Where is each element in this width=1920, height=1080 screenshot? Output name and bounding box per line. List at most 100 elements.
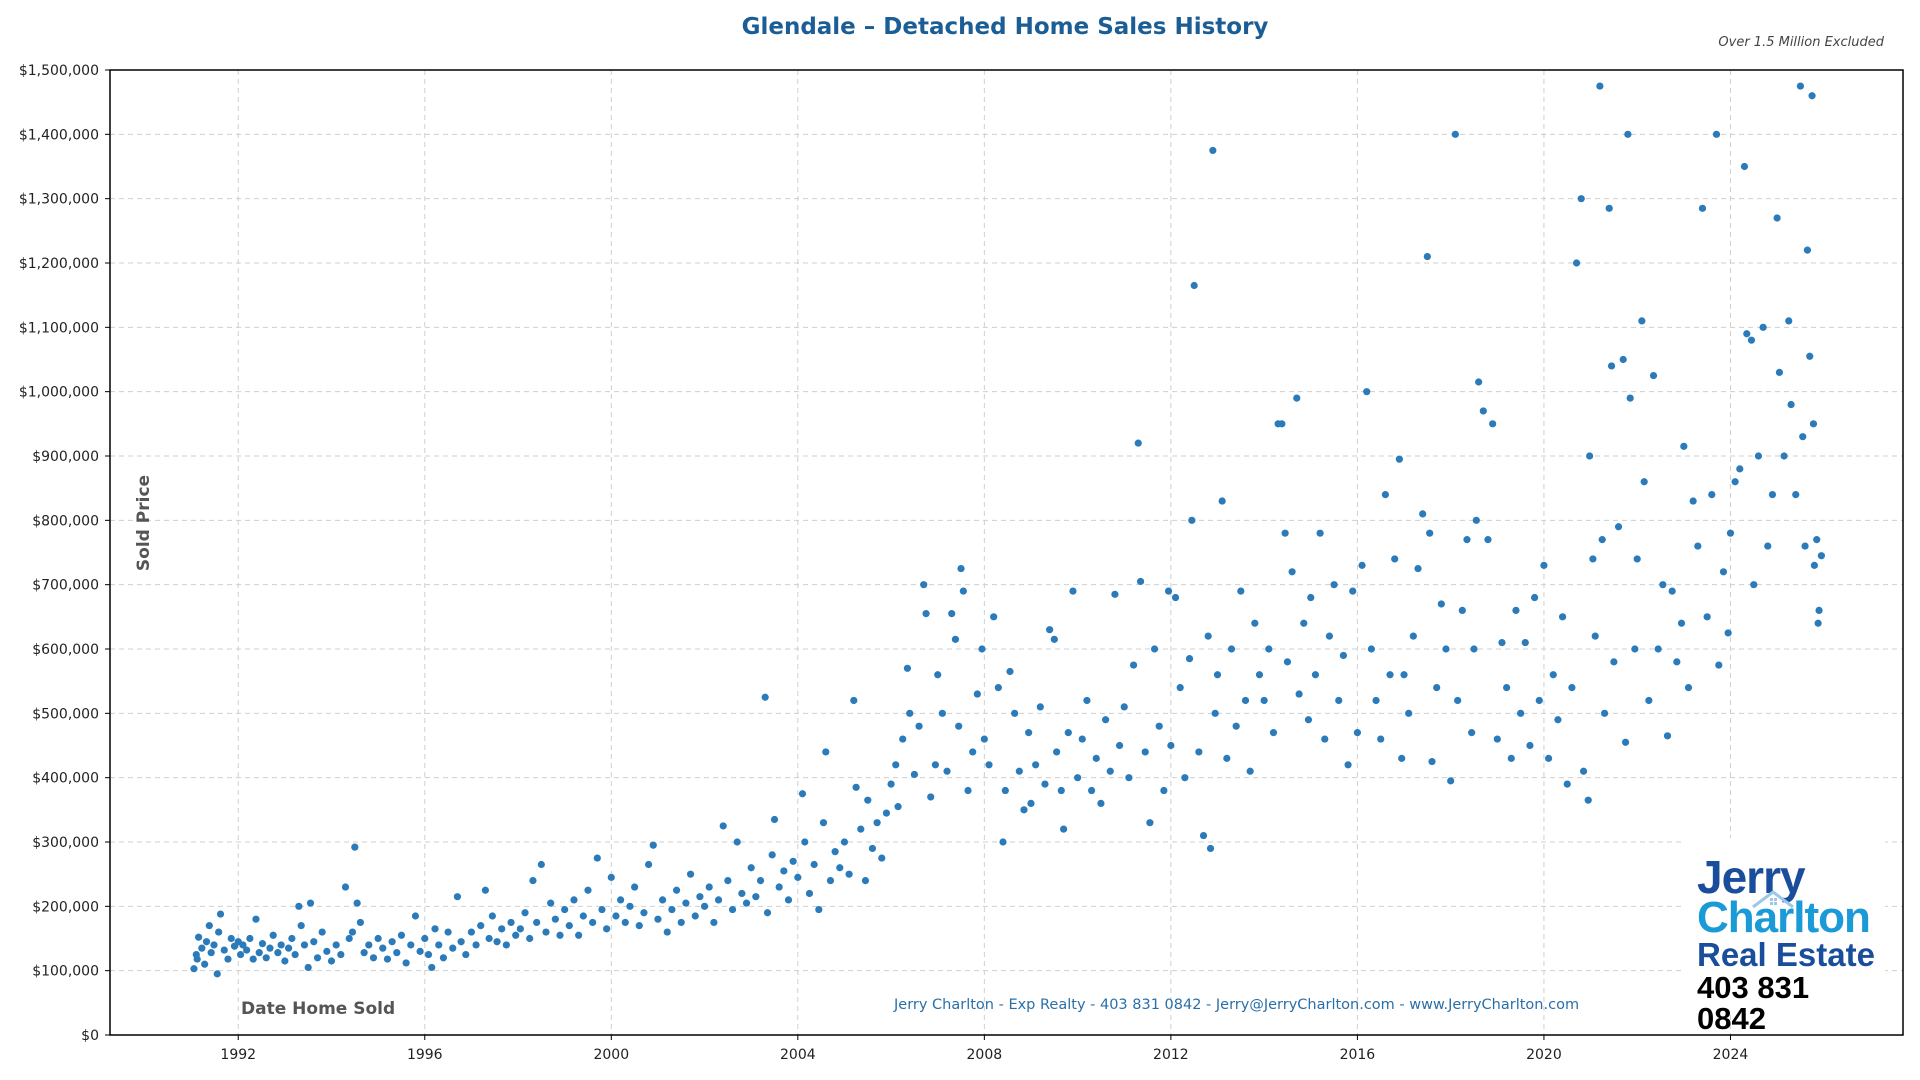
y-tick-label: $0 — [81, 1028, 99, 1044]
data-point — [892, 761, 900, 769]
data-point — [1367, 645, 1375, 653]
data-point — [927, 793, 935, 801]
data-point — [547, 899, 555, 907]
data-point — [561, 905, 569, 914]
x-axis-label: Date Home Sold — [241, 999, 396, 1019]
data-point — [938, 709, 946, 717]
data-point — [719, 822, 727, 830]
y-tick-label: $500,000 — [32, 706, 99, 722]
data-point — [1814, 619, 1822, 627]
data-point — [201, 960, 209, 968]
y-tick-label: $400,000 — [32, 771, 99, 787]
data-point — [903, 664, 912, 672]
data-point — [1155, 722, 1163, 730]
data-point — [351, 843, 359, 851]
data-point — [784, 896, 793, 904]
data-point — [1780, 452, 1788, 460]
data-point — [742, 899, 751, 907]
data-point — [1708, 491, 1716, 499]
data-point — [1740, 162, 1749, 171]
data-point — [899, 735, 907, 743]
y-tick-label: $800,000 — [32, 513, 99, 529]
data-point — [915, 722, 923, 730]
data-point — [1032, 761, 1040, 769]
data-point — [1544, 754, 1553, 762]
data-point — [1731, 478, 1739, 486]
data-point — [1260, 696, 1268, 705]
data-point — [1640, 478, 1648, 486]
data-point — [990, 613, 998, 621]
data-point — [805, 889, 814, 898]
data-point — [327, 957, 336, 965]
data-point — [213, 970, 221, 978]
data-point — [1736, 465, 1744, 473]
data-point — [1470, 645, 1478, 653]
data-point — [1311, 671, 1320, 679]
data-point — [1269, 729, 1278, 737]
y-tick-label: $1,500,000 — [19, 63, 99, 79]
data-point — [964, 786, 972, 795]
x-tick-label: 2008 — [967, 1047, 1003, 1063]
data-point — [1479, 407, 1487, 415]
data-point — [1768, 491, 1777, 499]
data-point — [1668, 587, 1676, 595]
data-point — [295, 902, 303, 910]
data-point — [1335, 696, 1343, 705]
data-point — [1078, 735, 1086, 743]
data-point — [288, 934, 296, 943]
data-point — [801, 838, 809, 846]
data-point — [826, 877, 835, 885]
data-point — [1626, 394, 1634, 402]
y-tick-label: $700,000 — [32, 578, 99, 594]
data-point — [1463, 536, 1471, 544]
data-point — [1775, 368, 1784, 376]
data-point — [556, 931, 564, 939]
data-point — [1053, 748, 1061, 756]
data-point — [1386, 671, 1394, 679]
data-point — [882, 809, 891, 817]
data-point — [714, 896, 723, 904]
data-point — [1281, 529, 1289, 537]
data-point — [300, 941, 309, 949]
data-point — [542, 928, 550, 936]
data-point — [705, 883, 713, 891]
data-point — [205, 922, 213, 930]
data-point — [691, 912, 699, 920]
data-point — [1719, 568, 1728, 576]
data-point — [640, 909, 648, 917]
data-point — [1088, 786, 1096, 795]
data-point — [934, 671, 942, 679]
data-point — [1171, 593, 1180, 602]
data-point — [768, 851, 776, 859]
data-point — [1773, 214, 1781, 222]
data-point — [710, 918, 718, 927]
data-point — [1584, 796, 1592, 804]
data-point — [607, 873, 615, 881]
data-point — [815, 905, 823, 914]
data-point — [850, 696, 858, 705]
data-point — [1353, 729, 1362, 737]
data-point — [1083, 696, 1091, 705]
data-point — [957, 564, 965, 573]
data-point — [756, 877, 765, 885]
data-point — [453, 893, 462, 901]
data-point — [951, 635, 960, 643]
data-point — [1400, 671, 1408, 679]
data-point — [575, 931, 583, 939]
data-point — [612, 912, 620, 920]
data-point — [922, 610, 930, 618]
data-point — [345, 934, 353, 943]
data-point — [589, 918, 597, 927]
data-point — [477, 922, 485, 930]
data-point — [1015, 767, 1023, 775]
data-point — [1391, 555, 1399, 563]
logo-line-2: Charlton — [1697, 893, 1871, 942]
data-point — [498, 925, 506, 933]
data-point — [1589, 555, 1597, 563]
data-point — [626, 902, 634, 910]
data-point — [1409, 632, 1417, 640]
y-tick-label: $1,300,000 — [19, 192, 99, 208]
data-point — [1209, 146, 1217, 155]
data-point — [1596, 82, 1604, 90]
data-point — [383, 955, 392, 963]
